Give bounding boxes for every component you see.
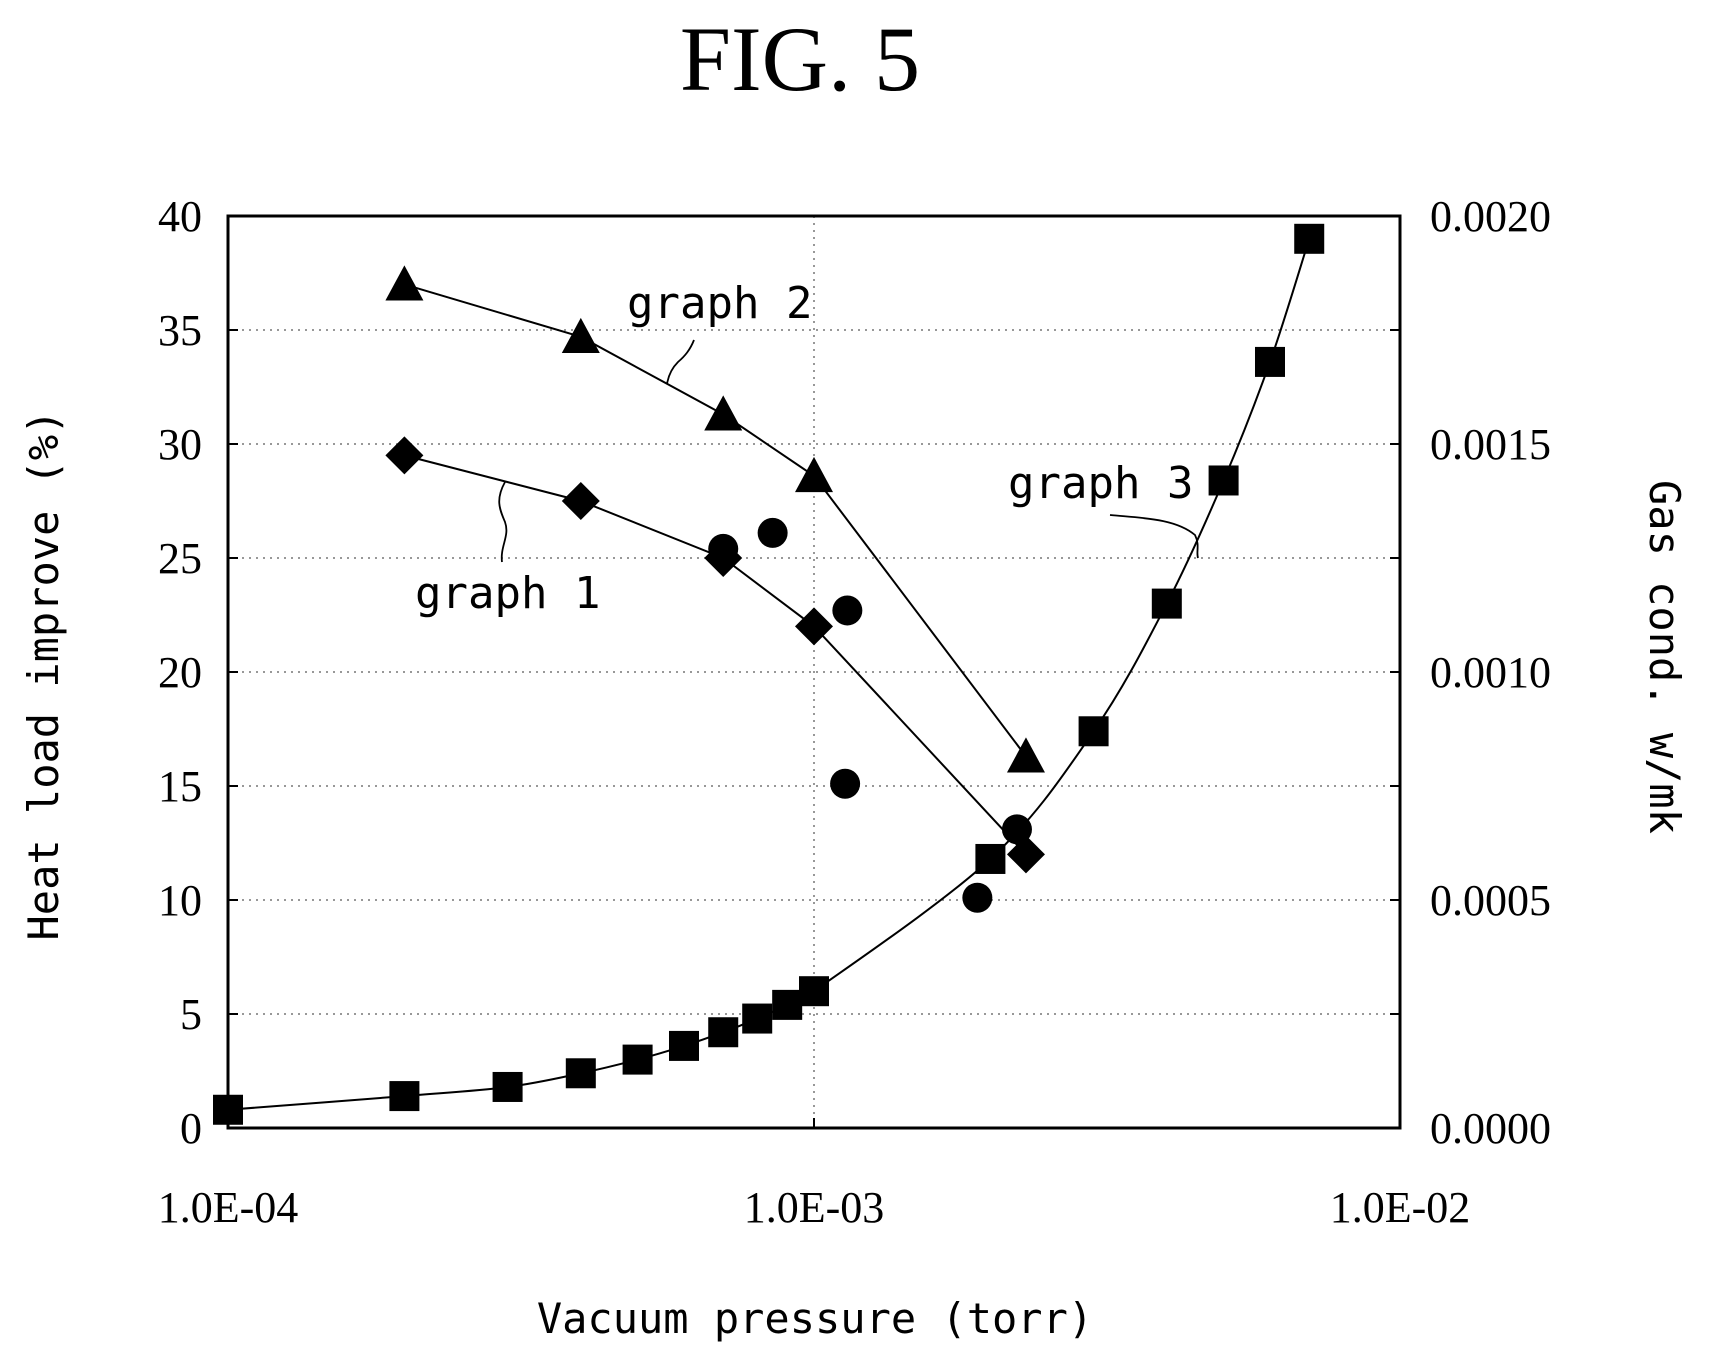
square-marker [1078,716,1109,747]
series-label: graph 3 [1008,458,1193,509]
x-tick-label: 1.0E-03 [744,1183,885,1232]
y-tick-label: 25 [158,534,202,583]
square-marker [213,1094,243,1125]
square-marker [1208,465,1239,496]
square-marker [1254,346,1285,377]
circle-marker [962,882,993,913]
y-tick-label: 15 [158,762,202,811]
diamond-marker [795,607,833,646]
y-tick-label: 5 [180,990,202,1039]
y2-tick-label: 0.0005 [1430,876,1551,925]
square-marker [772,989,803,1020]
circle-marker [708,533,739,564]
square-marker [622,1044,653,1075]
circle-marker [832,595,863,626]
square-marker [975,843,1006,874]
diamond-marker [385,436,424,475]
triangle-marker [704,395,743,431]
square-marker [668,1030,699,1061]
y2-axis-label: Gas cond. w/mk [1640,480,1689,834]
square-marker [1151,588,1182,619]
series-label: graph 2 [627,278,812,329]
y-tick-label: 10 [158,876,202,925]
diamond-marker [1006,835,1045,874]
y2-tick-label: 0.0010 [1430,648,1551,697]
grid-lines [228,216,1400,1128]
y-axis-label: Heat load improve (%) [19,409,68,940]
series-line [404,454,1027,856]
series-line [227,238,1311,1111]
series-label-leader [498,481,508,563]
y-tick-label: 35 [158,306,202,355]
x-axis-label: Vacuum pressure (torr) [537,1294,1093,1343]
figure-title: FIG. 5 [680,8,920,110]
y-tick-label: 20 [158,648,202,697]
square-marker [742,1003,773,1034]
series-label-leader [1109,514,1199,559]
series-line [404,283,1027,757]
series-labels: graph 1 graph 2 graph 3 [415,278,1193,619]
circle-marker [830,768,861,799]
square-marker [492,1071,523,1102]
square-marker [799,976,829,1007]
x-tick-label: 1.0E-04 [158,1183,299,1232]
triangle-marker [795,456,833,493]
tick-labels: 0 5 10 15 20 25 30 35 40 0.0000 0.0005 0.0010 0.0015… [158,192,1551,1232]
series-markers [213,223,1325,1125]
y-tick-label: 30 [158,420,202,469]
square-marker [708,1017,739,1048]
series-lines [227,238,1311,1111]
y2-tick-label: 0.0015 [1430,420,1551,469]
x-tick-label: 1.0E-02 [1330,1183,1471,1232]
series-label-leader [666,339,695,385]
y2-tick-label: 0.0000 [1430,1104,1551,1153]
square-marker [1294,223,1325,254]
triangle-marker [561,317,600,353]
diamond-marker [561,482,600,520]
y-tick-label: 0 [180,1104,202,1153]
series-label: graph 1 [415,568,600,619]
y2-tick-label: 0.0020 [1430,192,1551,241]
triangle-marker [385,265,424,301]
circle-marker [1001,814,1032,845]
square-marker [565,1058,596,1089]
triangle-marker [1006,737,1045,773]
square-marker [389,1081,420,1112]
y-tick-label: 40 [158,192,202,241]
circle-marker [757,517,788,548]
series-label-leaders [498,339,1199,563]
